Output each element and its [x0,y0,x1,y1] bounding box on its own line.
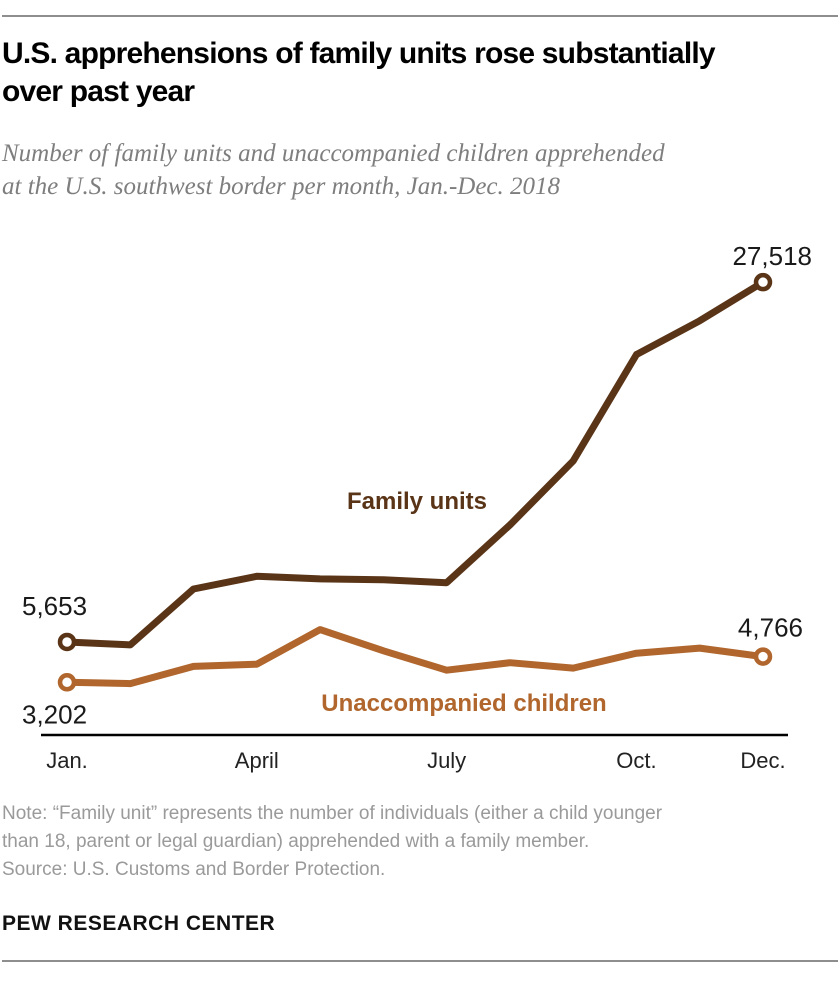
series-name-label-unaccompanied-children: Unaccompanied children [321,690,606,717]
page-title: U.S. apprehensions of family units rose … [2,37,716,108]
series-line-unaccompanied-children [63,626,767,688]
end-point-marker-unaccompanied-children [753,647,773,666]
note-text: Note: “Family unit” represents the numbe… [2,803,663,852]
end-point-marker-family-units [753,272,773,292]
line-chart: Jan. April July Oct. Dec. 5,653 27,518 Family u… [2,230,838,775]
brand-footer: PEW RESEARCH CENTER [2,912,276,935]
bottom-divider [2,960,838,962]
x-tick-label-jan-: Jan. [46,748,88,773]
start-value-label-family-units: 5,653 [22,591,87,621]
x-tick-label-july: July [427,748,466,773]
top-divider [2,15,838,17]
end-value-label-family-units: 27,518 [732,241,812,271]
start-point-marker-family-units [57,632,77,652]
x-tick-label-dec-: Dec. [740,748,785,773]
series-name-label-family-units: Family units [347,488,487,515]
end-value-label-unaccompanied-children: 4,766 [738,613,803,643]
x-tick-label-oct-: Oct. [616,748,656,773]
chart-subtitle: Number of family units and unaccompanied… [2,140,665,200]
start-value-label-unaccompanied-children: 3,202 [22,699,87,729]
chart-card: U.S. apprehensions of family units rose … [0,15,840,962]
x-tick-label-april: April [235,748,279,773]
start-point-marker-unaccompanied-children [57,673,77,692]
series-line-family-units [63,278,767,649]
source-text: Source: U.S. Customs and Border Protecti… [2,859,386,880]
chart-canvas: Jan. April July Oct. Dec. 5,653 27,518 Family u… [22,241,812,773]
